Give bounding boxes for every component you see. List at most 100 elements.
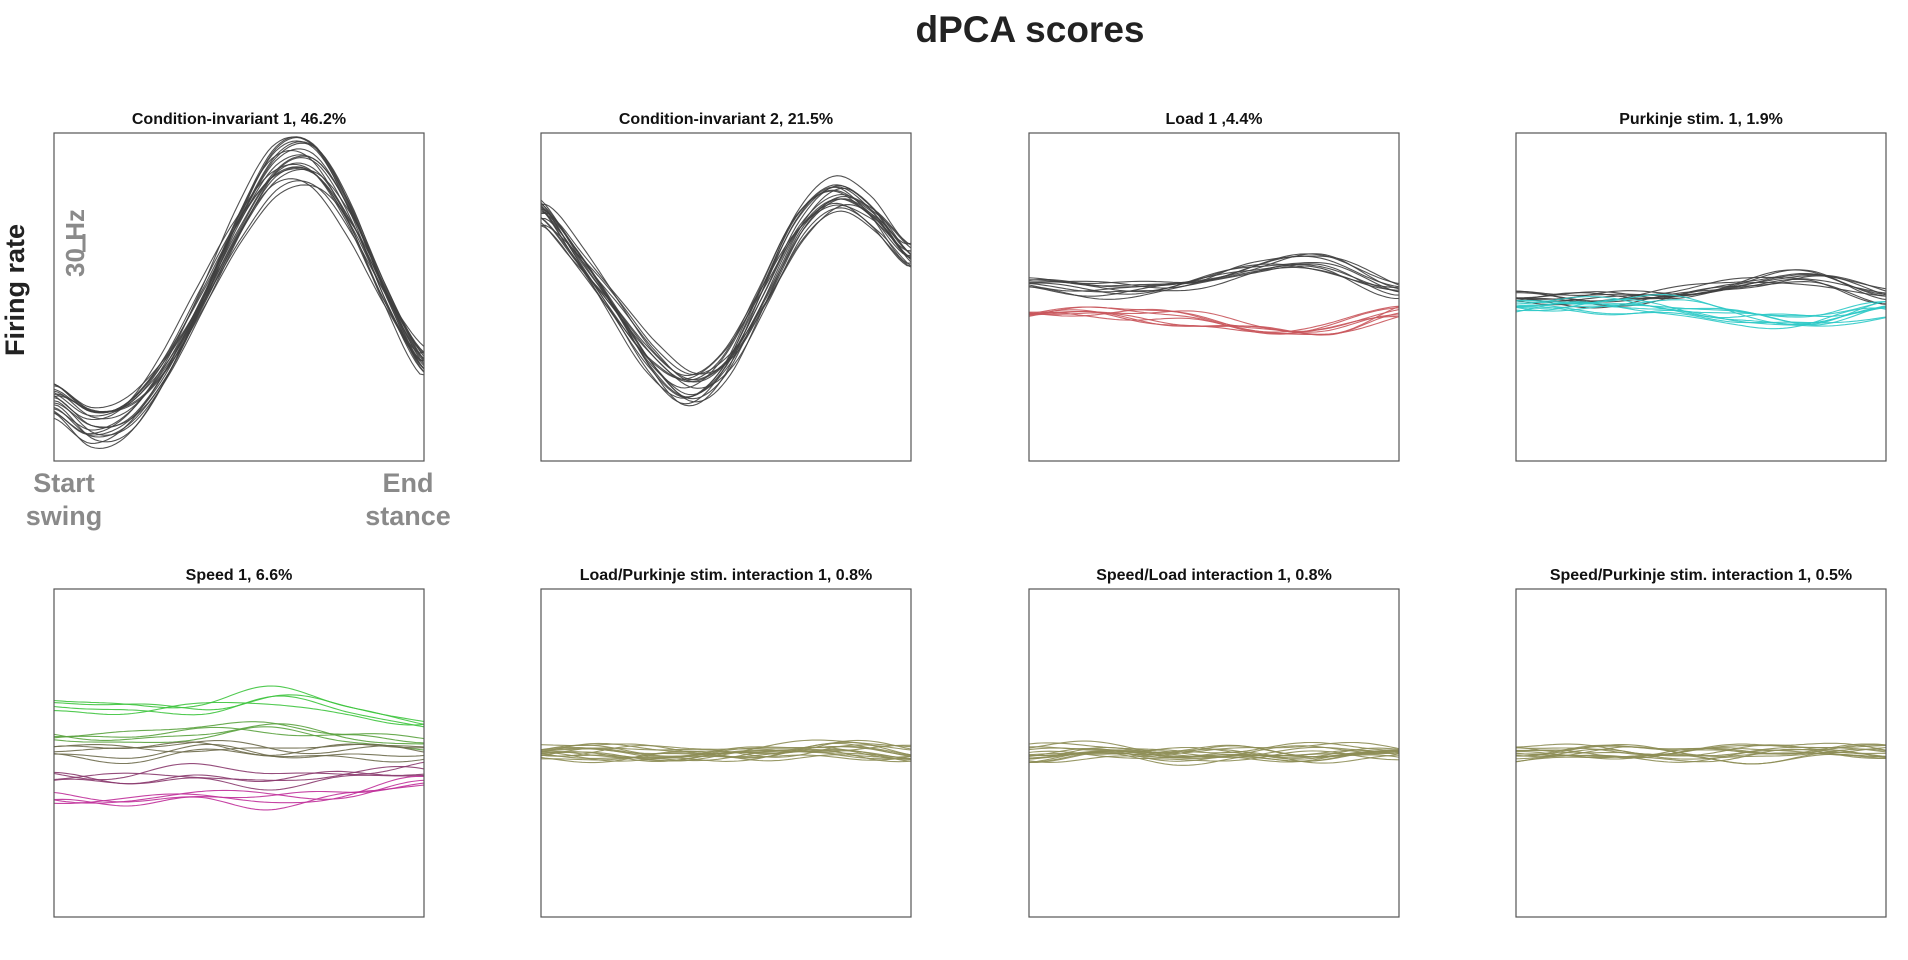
trace-line [1516, 744, 1886, 757]
trace-line [1029, 312, 1399, 336]
trace-line [54, 765, 424, 781]
trace-line [541, 744, 911, 757]
trace-line [1029, 263, 1399, 292]
panel-frame [1515, 132, 1887, 462]
trace-line [1029, 263, 1399, 293]
trace-line [54, 155, 424, 420]
trace-line [1029, 746, 1399, 758]
trace-line [54, 136, 424, 435]
scale-bar-label: 30 Hz [60, 209, 90, 277]
trace-line [541, 210, 911, 383]
trace-line [54, 136, 424, 449]
trace-line [54, 140, 424, 444]
panel-traces [1516, 269, 1886, 330]
panel-traces [1516, 742, 1886, 765]
trace-line [54, 775, 424, 804]
panel-4: Purkinje stim. 1, 1.9% [1515, 111, 1887, 462]
scale-bar: 30 Hz [60, 209, 90, 277]
panel-title: Purkinje stim. 1, 1.9% [1619, 111, 1783, 128]
trace-line [1029, 309, 1399, 332]
trace-line [1029, 309, 1399, 334]
trace-line [1516, 753, 1886, 765]
panel-frame [1028, 588, 1400, 918]
trace-line [54, 726, 424, 751]
panel-traces [1029, 253, 1399, 336]
trace-line [54, 141, 424, 443]
trace-line [1516, 306, 1886, 327]
trace-line [54, 774, 424, 791]
trace-line [1516, 272, 1886, 302]
trace-line [541, 198, 911, 400]
panel-8: Speed/Purkinje stim. interaction 1, 0.5% [1515, 567, 1887, 918]
trace-line [54, 694, 424, 723]
trace-line [1516, 274, 1886, 300]
panel-title: Condition-invariant 2, 21.5% [619, 111, 833, 128]
trace-line [54, 721, 424, 740]
panel-traces [54, 685, 424, 811]
trace-line [54, 157, 424, 436]
trace-line [541, 741, 911, 757]
trace-line [541, 752, 911, 764]
trace-line [1029, 741, 1399, 754]
panel-frame [53, 132, 425, 462]
panel-title: Load/Purkinje stim. interaction 1, 0.8% [580, 567, 873, 584]
panel-frame [540, 588, 912, 918]
trace-line [1516, 304, 1886, 324]
x-end-label-line2: stance [365, 501, 451, 531]
trace-line [54, 701, 424, 726]
panel-grid: Condition-invariant 1, 46.2% Condition-in… [53, 111, 1887, 918]
trace-line [54, 723, 424, 745]
trace-line [541, 187, 911, 381]
trace-line [541, 186, 911, 389]
trace-line [54, 148, 424, 414]
panel-7: Speed/Load interaction 1, 0.8% [1028, 567, 1400, 918]
trace-line [54, 136, 424, 438]
x-end-label-line1: End [383, 468, 434, 498]
trace-line [54, 163, 424, 421]
panel-2: Condition-invariant 2, 21.5% [540, 111, 912, 462]
trace-line [54, 748, 424, 765]
trace-line [1029, 305, 1399, 335]
trace-line [541, 749, 911, 762]
trace-line [54, 761, 424, 781]
trace-line [54, 149, 424, 436]
trace-line [1029, 750, 1399, 762]
trace-line [1029, 253, 1399, 290]
trace-line [54, 168, 424, 413]
panel-frame [540, 132, 912, 462]
trace-line [1029, 740, 1399, 754]
panel-title: Speed 1, 6.6% [186, 567, 293, 584]
panel-6: Load/Purkinje stim. interaction 1, 0.8% [540, 567, 912, 918]
trace-line [54, 743, 424, 759]
trace-line [541, 198, 911, 403]
trace-line [1516, 269, 1886, 297]
trace-line [1516, 743, 1886, 757]
trace-line [541, 744, 911, 758]
trace-line [541, 746, 911, 762]
panel-title: Speed/Purkinje stim. interaction 1, 0.5% [1550, 567, 1852, 584]
trace-line [54, 162, 424, 409]
trace-line [1029, 263, 1399, 296]
panel-traces [54, 136, 424, 449]
trace-line [54, 180, 424, 414]
panel-title: Load 1 ,4.4% [1166, 111, 1263, 128]
trace-line [1516, 301, 1886, 330]
trace-line [1029, 265, 1399, 300]
trace-line [541, 193, 911, 383]
trace-line [1029, 266, 1399, 297]
panel-title: Speed/Load interaction 1, 0.8% [1096, 567, 1332, 584]
trace-line [541, 198, 911, 396]
trace-line [541, 184, 911, 405]
trace-line [54, 142, 424, 429]
trace-line [541, 175, 911, 407]
trace-line [541, 742, 911, 759]
trace-line [54, 166, 424, 431]
y-axis-label: Firing rate [0, 224, 30, 356]
trace-line [1516, 298, 1886, 326]
trace-line [54, 739, 424, 755]
panel-traces [1029, 740, 1399, 766]
panel-traces [541, 175, 911, 407]
panel-traces [541, 739, 911, 764]
trace-line [54, 154, 424, 428]
